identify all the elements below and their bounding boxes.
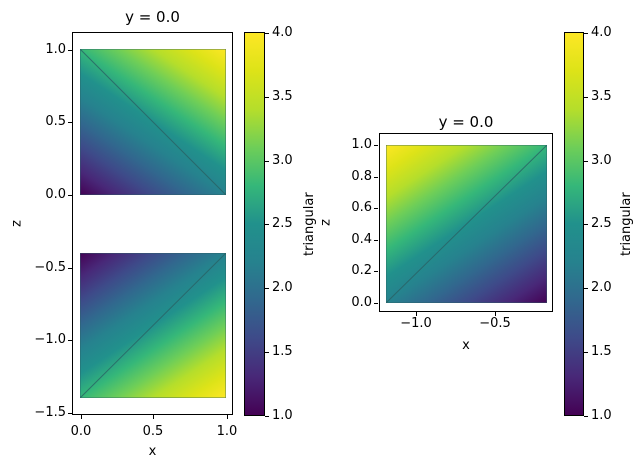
tick-mark [584,352,588,353]
tick-label: 3.5 [591,89,612,104]
triangulation-edges [80,49,226,195]
tick-label: 1.5 [591,344,612,359]
tick-mark [584,288,588,289]
tick-mark [374,208,378,209]
tick-mark [374,271,378,272]
tick-mark [495,312,496,316]
tick-mark [265,33,269,34]
tick-mark [374,145,378,146]
tick-mark [265,161,269,162]
tick-mark [81,415,82,419]
tick-mark [265,288,269,289]
right-colorbar [564,32,584,416]
right-plot-xlabel: x [462,338,470,353]
right-plot-title: y = 0.0 [438,113,494,131]
tick-mark [416,312,417,316]
tick-label: 1.5 [272,344,293,359]
tick-label: 4.0 [272,25,293,40]
tick-mark [265,416,269,417]
pcolor-quad-upper [80,49,226,195]
tick-label: −0.5 [34,260,66,275]
tick-label: 0.0 [45,187,66,202]
tick-label: 1.0 [591,408,612,423]
tick-label: 3.5 [272,89,293,104]
tick-label: −1.5 [34,405,66,420]
tick-label: 1.0 [216,424,238,439]
tick-label: −0.5 [479,316,511,331]
tick-label: 4.0 [591,25,612,40]
left-colorbar-label: triangular [302,192,317,256]
tick-label: 2.0 [591,280,612,295]
tick-label: −1.0 [34,332,66,347]
pcolor-quad-lower [80,253,226,398]
tick-mark [153,415,154,419]
tick-label: 2.0 [272,280,293,295]
tick-mark [265,224,269,225]
tick-mark [584,97,588,98]
tick-label: 0.5 [45,114,66,129]
tick-mark [374,240,378,241]
tick-mark [227,415,228,419]
tick-mark [374,177,378,178]
tick-mark [374,303,378,304]
left-plot-title: y = 0.0 [125,8,180,26]
tick-mark [265,352,269,353]
tick-label: −1.0 [400,316,432,331]
tick-mark [584,33,588,34]
triangulation-edges [386,145,547,303]
tick-mark [584,224,588,225]
tick-label: 3.0 [591,153,612,168]
right-plot-ylabel: z [318,219,334,226]
tick-label: 3.0 [272,153,293,168]
left-plot-xlabel: x [148,444,157,459]
pcolor-quad-right [386,145,547,303]
tick-label: 1.0 [272,408,293,423]
triangulation-edges [80,253,226,398]
tick-label: 1.0 [45,42,66,57]
tick-label: 0.5 [142,424,164,439]
tick-mark [584,416,588,417]
tick-label: 2.5 [591,216,612,231]
right-colorbar-label: triangular [619,192,634,256]
left-plot-ylabel: z [9,220,25,227]
tick-mark [265,97,269,98]
tick-label: 0.0 [70,424,92,439]
left-colorbar [244,32,265,416]
tick-mark [584,161,588,162]
tick-label: 2.5 [272,216,293,231]
